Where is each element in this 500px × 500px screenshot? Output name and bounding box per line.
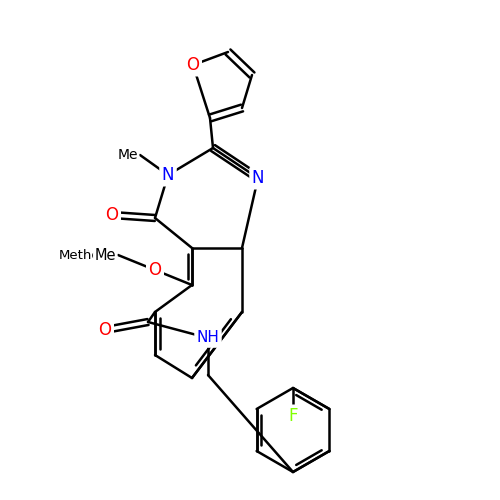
- Text: Me: Me: [94, 248, 116, 262]
- Text: O: O: [148, 261, 162, 279]
- Text: N: N: [162, 166, 174, 184]
- Text: O: O: [186, 56, 200, 74]
- Text: Methoxy: Methoxy: [59, 248, 116, 262]
- Text: N: N: [252, 169, 264, 187]
- Text: O: O: [106, 206, 118, 224]
- Text: NH: NH: [196, 330, 220, 345]
- Text: Me: Me: [118, 148, 138, 162]
- Text: O: O: [98, 321, 112, 339]
- Text: F: F: [288, 407, 298, 425]
